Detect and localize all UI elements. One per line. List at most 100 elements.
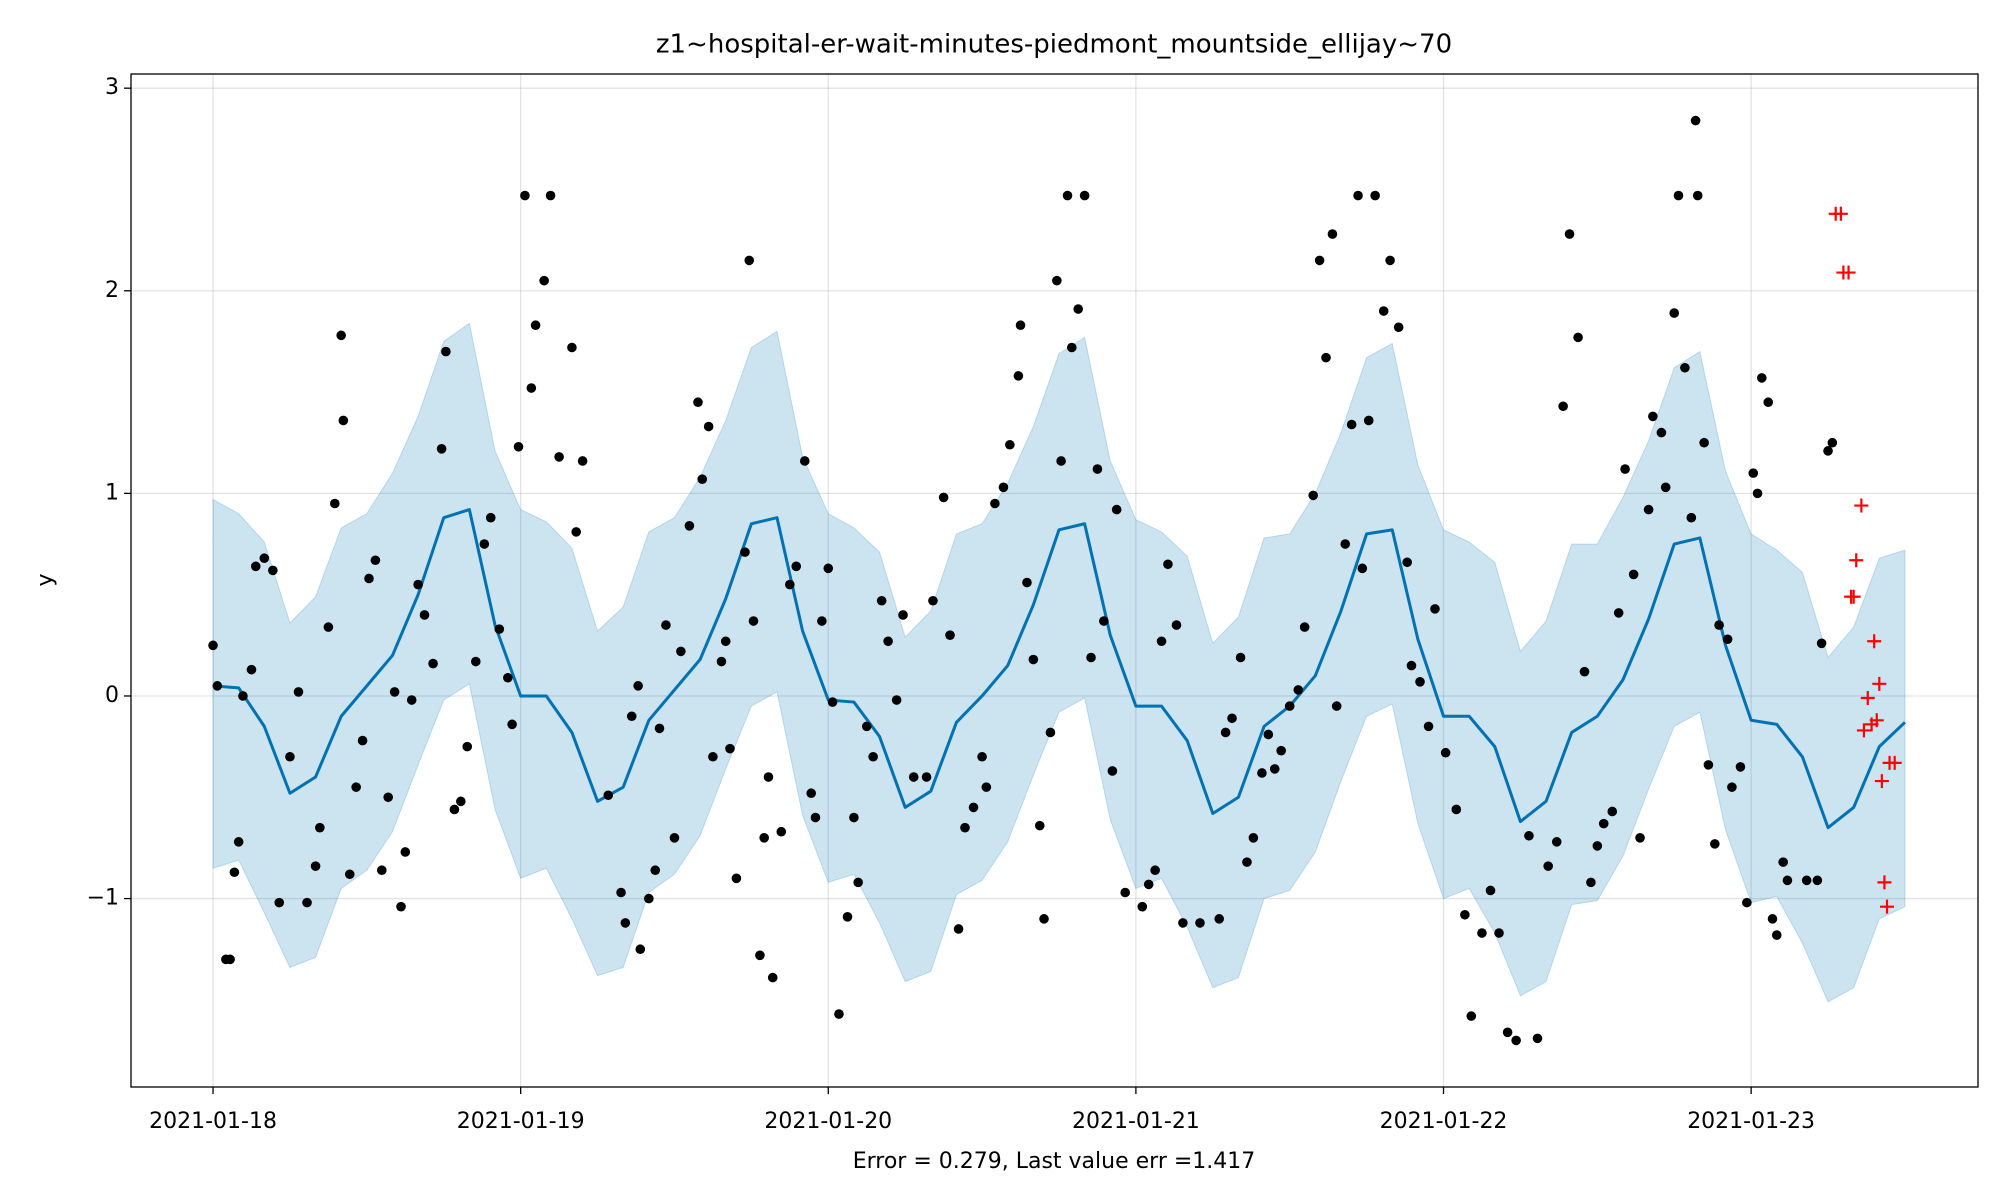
observed-point xyxy=(1771,930,1782,940)
observed-point xyxy=(1551,837,1562,847)
observed-point xyxy=(1331,701,1342,711)
observed-point xyxy=(503,672,513,683)
observed-point xyxy=(1714,620,1724,630)
observed-point xyxy=(1673,190,1684,201)
observed-point xyxy=(479,539,490,549)
observed-point xyxy=(1242,857,1252,867)
observed-point xyxy=(1477,928,1487,938)
observed-point xyxy=(1757,373,1767,383)
observed-point xyxy=(383,792,394,803)
observed-point xyxy=(1143,879,1154,890)
observed-point xyxy=(396,901,406,912)
observed-point xyxy=(1086,652,1096,663)
observed-point xyxy=(539,275,549,286)
observed-point xyxy=(1494,928,1504,938)
observed-point xyxy=(1005,439,1015,450)
observed-point xyxy=(233,837,244,847)
x-axis-label: Error = 0.279, Last value err =1.417 xyxy=(853,1149,1256,1174)
observed-point xyxy=(1111,504,1122,515)
observed-point xyxy=(1402,557,1412,568)
observed-point xyxy=(1293,685,1304,695)
observed-point xyxy=(310,861,321,871)
observed-point xyxy=(1613,608,1624,618)
observed-point xyxy=(1052,275,1062,286)
observed-point xyxy=(315,822,325,833)
observed-point xyxy=(1195,918,1205,928)
observed-point xyxy=(274,897,285,908)
observed-point xyxy=(697,474,708,485)
observed-point xyxy=(212,681,223,691)
observed-point xyxy=(676,646,686,657)
observed-point xyxy=(1034,820,1045,831)
observed-point xyxy=(1607,806,1618,817)
test-point xyxy=(1841,265,1856,280)
observed-point xyxy=(1045,727,1056,738)
observed-point xyxy=(259,553,270,564)
observed-point xyxy=(229,867,240,878)
observed-point xyxy=(1340,539,1351,549)
observed-point xyxy=(849,812,859,823)
observed-point xyxy=(1299,622,1310,632)
observed-point xyxy=(842,912,853,922)
observed-point xyxy=(1178,918,1188,928)
observed-point xyxy=(1816,638,1827,649)
observed-point xyxy=(921,772,932,782)
observed-point xyxy=(1227,713,1237,724)
observed-point xyxy=(246,664,257,675)
observed-point xyxy=(1532,1033,1543,1044)
observed-point xyxy=(908,772,919,782)
observed-point xyxy=(1263,729,1274,740)
observed-point xyxy=(823,563,834,574)
observed-point xyxy=(998,482,1009,493)
y-axis-label: y xyxy=(33,573,58,586)
observed-point xyxy=(530,320,541,331)
observed-point xyxy=(1276,745,1286,756)
observed-point xyxy=(1284,701,1295,711)
observed-point xyxy=(1150,865,1160,876)
observed-point xyxy=(1742,897,1752,908)
observed-point xyxy=(763,772,774,782)
observed-point xyxy=(1039,914,1049,924)
observed-point xyxy=(364,573,374,584)
test-point xyxy=(1846,589,1861,604)
observed-point xyxy=(731,873,742,884)
observed-point xyxy=(1406,660,1417,671)
observed-point xyxy=(633,681,643,691)
observed-point xyxy=(208,640,218,651)
observed-point xyxy=(1511,1035,1521,1046)
observed-point xyxy=(1748,468,1759,478)
observed-point xyxy=(1752,488,1763,499)
observed-point xyxy=(1056,456,1066,466)
observed-point xyxy=(1327,229,1338,239)
observed-point xyxy=(357,735,368,746)
observed-point xyxy=(1628,569,1639,580)
observed-point xyxy=(953,924,964,934)
observed-point xyxy=(1690,115,1701,126)
observed-point xyxy=(938,492,949,503)
observed-point xyxy=(526,383,537,393)
observed-point xyxy=(791,561,802,572)
observed-point xyxy=(1460,909,1470,920)
observed-point xyxy=(370,555,381,566)
observed-point xyxy=(725,743,735,754)
test-point xyxy=(1872,676,1887,691)
observed-point xyxy=(1015,320,1026,331)
observed-point xyxy=(853,877,863,888)
observed-point xyxy=(759,833,769,843)
observed-point xyxy=(693,397,703,408)
observed-point xyxy=(1357,563,1368,574)
observed-point xyxy=(1827,437,1838,448)
observed-point xyxy=(1502,1027,1513,1038)
observed-point xyxy=(1378,306,1389,316)
uncertainty-band xyxy=(212,322,1906,1003)
observed-point xyxy=(470,656,481,667)
observed-point xyxy=(868,751,878,762)
observed-point xyxy=(720,636,731,647)
observed-point xyxy=(1156,636,1167,647)
observed-point xyxy=(1423,721,1434,732)
observed-point xyxy=(1782,875,1793,886)
observed-point xyxy=(449,804,460,815)
observed-point xyxy=(441,346,451,357)
y-tick-label: −1 xyxy=(87,886,119,911)
observed-point xyxy=(1710,839,1720,849)
